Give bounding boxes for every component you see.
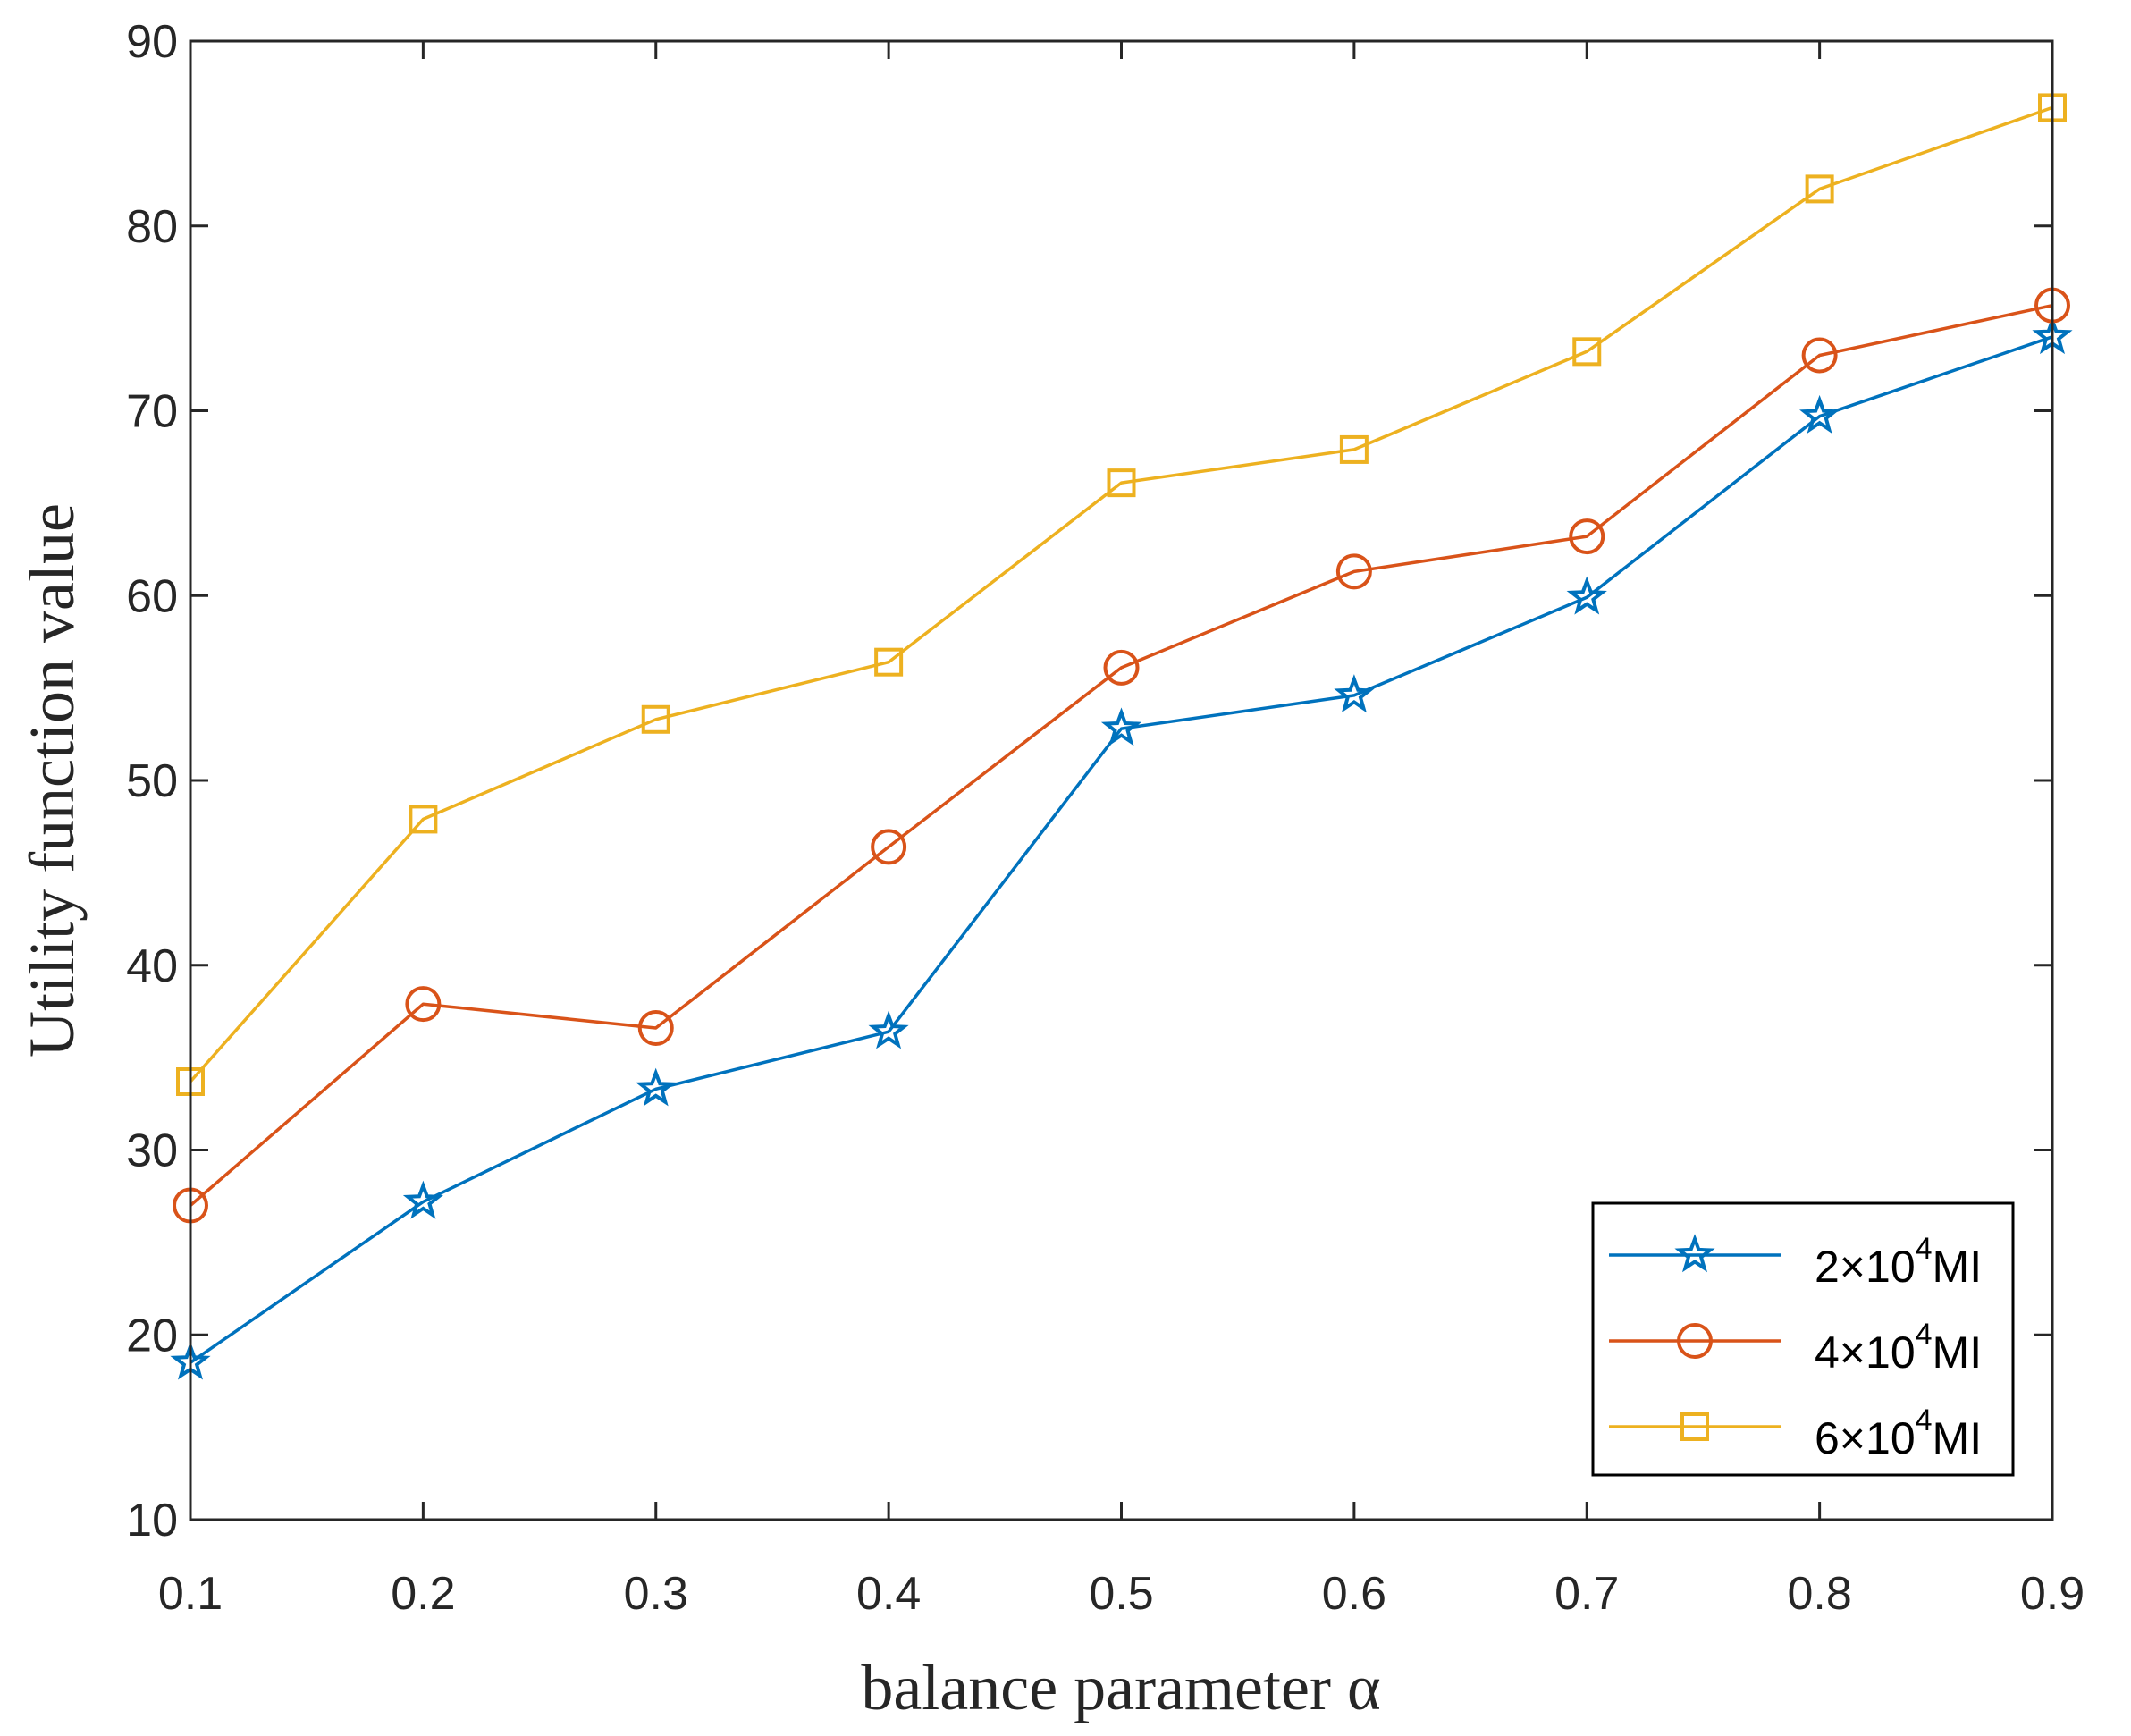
series-3-point (641, 704, 670, 734)
series-3-point (1339, 434, 1369, 464)
y-tick-label: 40 (126, 940, 178, 992)
series-3-point (1572, 337, 1602, 367)
x-tick-label: 0.5 (1089, 1568, 1153, 1620)
series-1-point (1566, 576, 1607, 615)
legend: 2×104MI 4×104MI 6×104MI (1591, 1201, 2015, 1477)
series-1-point (1799, 394, 1840, 434)
x-tick-label: 0.3 (624, 1568, 688, 1620)
series-line-2 (189, 303, 2053, 1207)
series-2-point (1801, 337, 1838, 374)
series-line-3 (189, 105, 2053, 1083)
y-axis-title: Utility function value (16, 503, 88, 1058)
series-1-point (1334, 674, 1375, 713)
legend-marker-2 (1677, 1323, 1713, 1359)
x-tick-label: 0.9 (2020, 1568, 2085, 1620)
legend-marker-3 (1680, 1412, 1709, 1441)
series-3-point (1107, 468, 1136, 498)
x-tick-label: 0.1 (158, 1568, 223, 1620)
x-tick-label: 0.7 (1554, 1568, 1619, 1620)
series-2-point (1569, 518, 1605, 555)
y-tick-label: 50 (126, 755, 178, 807)
series-2-point (1103, 649, 1140, 686)
y-tick-label: 20 (126, 1310, 178, 1361)
y-tick-label: 30 (126, 1125, 178, 1177)
x-tick-label: 0.4 (856, 1568, 921, 1620)
series-2-point (871, 829, 907, 865)
legend-label-2: 4×104MI (1815, 1318, 1982, 1378)
series-2-point (405, 986, 442, 1023)
y-tick-label: 10 (126, 1495, 178, 1546)
series-1-point (1100, 707, 1142, 746)
x-tick-label: 0.6 (1322, 1568, 1386, 1620)
axis-ticks: 0.1 0.2 0.3 0.4 0.5 0.6 0.7 0.8 0.9 10 20 30 40 50 60 7… (126, 16, 2085, 1620)
legend-label-3: 6×104MI (1815, 1403, 1982, 1463)
x-axis-title: balance parameter α (861, 1652, 1380, 1723)
series-line-1 (190, 335, 2053, 1364)
legend-box (1591, 1201, 2015, 1477)
series-2-point (637, 1010, 674, 1047)
y-tick-label: 60 (126, 570, 178, 622)
series-1-point (868, 1010, 909, 1049)
y-tick-label: 90 (126, 16, 178, 68)
series-1-point (402, 1180, 443, 1219)
series-1-point (636, 1067, 677, 1107)
series-3-point (409, 805, 438, 834)
y-tick-label: 70 (126, 386, 178, 438)
series-3-point (874, 647, 904, 677)
x-tick-label: 0.2 (391, 1568, 455, 1620)
series-3-point (1805, 174, 1834, 204)
y-tick-label: 80 (126, 201, 178, 253)
x-tick-label: 0.8 (1787, 1568, 1851, 1620)
series-2-point (1335, 553, 1372, 590)
legend-marker-1 (1674, 1234, 1715, 1273)
legend-label-1: 2×104MI (1815, 1232, 1982, 1292)
